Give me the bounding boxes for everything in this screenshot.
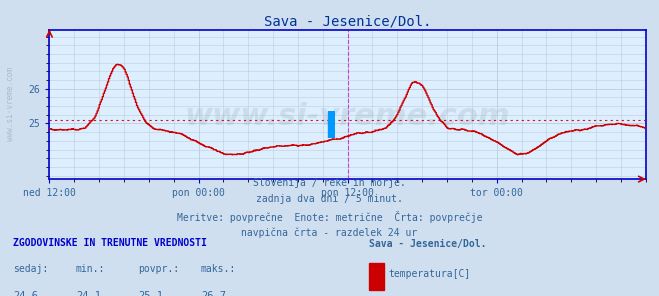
Text: 24,6: 24,6 [13, 291, 38, 296]
Text: www.si-vreme.com: www.si-vreme.com [185, 102, 511, 131]
Bar [369, 263, 384, 290]
Text: www.si-vreme.com: www.si-vreme.com [6, 67, 15, 141]
Text: zadnja dva dni / 5 minut.: zadnja dva dni / 5 minut. [256, 194, 403, 204]
Text: ZGODOVINSKE IN TRENUTNE VREDNOSTI: ZGODOVINSKE IN TRENUTNE VREDNOSTI [13, 238, 207, 248]
Text: 26,7: 26,7 [201, 291, 226, 296]
Text: Sava - Jesenice/Dol.: Sava - Jesenice/Dol. [369, 239, 486, 249]
Text: 24,1: 24,1 [76, 291, 101, 296]
Text: maks.:: maks.: [201, 264, 236, 274]
Bar [328, 111, 335, 138]
Text: Meritve: povprečne  Enote: metrične  Črta: povprečje: Meritve: povprečne Enote: metrične Črta:… [177, 210, 482, 223]
Text: 25,1: 25,1 [138, 291, 163, 296]
Text: sedaj:: sedaj: [13, 264, 48, 274]
Text: temperatura[C]: temperatura[C] [389, 269, 471, 279]
Title: Sava - Jesenice/Dol.: Sava - Jesenice/Dol. [264, 15, 432, 28]
Text: povpr.:: povpr.: [138, 264, 179, 274]
Text: min.:: min.: [76, 264, 105, 274]
Text: Slovenija / reke in morje.: Slovenija / reke in morje. [253, 178, 406, 188]
Text: navpična črta - razdelek 24 ur: navpična črta - razdelek 24 ur [241, 227, 418, 237]
